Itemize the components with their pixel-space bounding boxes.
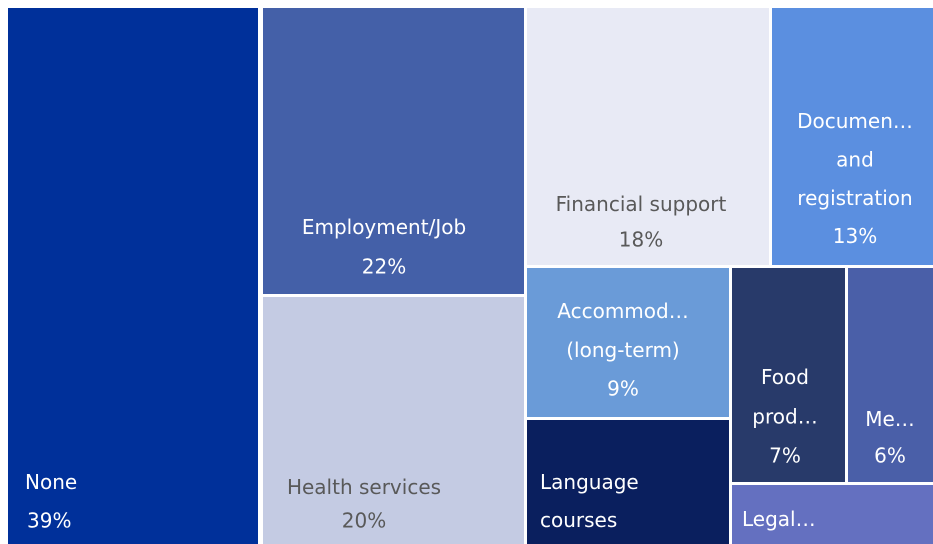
tile-label: Employment/Job (302, 215, 466, 239)
tile-label: Documen… and registration (797, 109, 913, 210)
value-label: 22% (362, 255, 406, 279)
label-line: (long-term) (566, 338, 680, 362)
tile (732, 268, 845, 482)
value-label: 18% (619, 228, 663, 252)
tile (263, 297, 524, 544)
label-line: prod… (752, 404, 817, 428)
label-line: Documen… (797, 109, 913, 133)
value-label: 13% (833, 224, 877, 248)
label-line: courses (540, 508, 617, 532)
label-line: Financial support (556, 192, 727, 216)
tile (527, 420, 729, 544)
label-line: None (25, 470, 77, 494)
tile-label: Me… (865, 407, 915, 431)
tile-label: Accommod… (long-term) (557, 299, 688, 362)
label-line: Health services (287, 475, 441, 499)
label-line: and (836, 147, 874, 171)
tile (263, 8, 524, 294)
tile-label: None (25, 470, 77, 494)
tile (772, 8, 933, 265)
value-label: 7% (769, 444, 801, 468)
tile (527, 268, 729, 417)
tile (8, 8, 258, 544)
label-line: Me… (865, 407, 915, 431)
tile (732, 485, 933, 544)
tile-label: Legal… (742, 507, 816, 531)
value-label: 39% (27, 509, 71, 533)
label-line: Employment/Job (302, 215, 466, 239)
value-label: 9% (607, 377, 639, 401)
tile-label: Financial support (556, 192, 727, 216)
value-label: 20% (342, 509, 386, 533)
tile-label: Health services (287, 475, 441, 499)
label-line: registration (797, 186, 912, 210)
tile-label: Language courses (540, 470, 639, 532)
label-line: Food (761, 365, 809, 389)
label-line: Legal… (742, 507, 816, 531)
tile (848, 268, 933, 482)
tile (527, 8, 769, 265)
label-line: Accommod… (557, 299, 688, 323)
label-line: Language (540, 470, 639, 494)
tile-label: Food prod… (752, 365, 817, 429)
value-label: 6% (874, 444, 906, 468)
